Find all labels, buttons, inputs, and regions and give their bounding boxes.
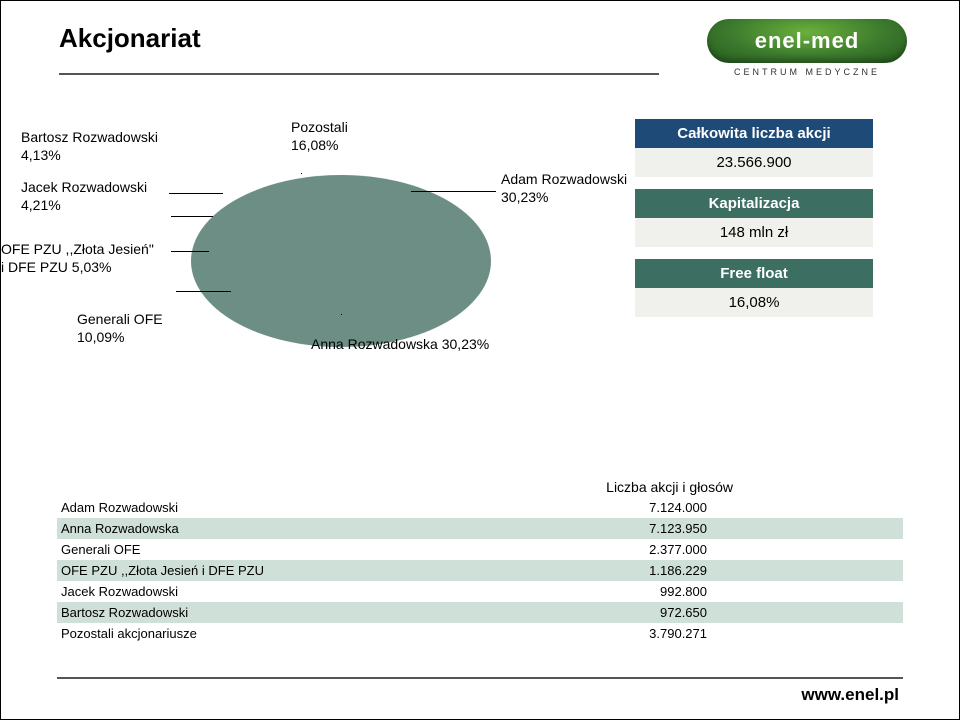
row-name: Anna Rozwadowska — [61, 521, 179, 536]
table-row: Adam Rozwadowski 7.124.000 — [57, 497, 903, 518]
info-head: Kapitalizacja — [635, 189, 873, 218]
row-value: 1.186.229 — [649, 563, 895, 578]
leader-line — [171, 251, 209, 252]
table-header: Liczba akcji i głosów — [57, 479, 903, 495]
pie-label: Jacek Rozwadowski4,21% — [21, 179, 147, 214]
info-head: Free float — [635, 259, 873, 288]
row-value: 7.124.000 — [649, 500, 895, 515]
row-value: 7.123.950 — [649, 521, 895, 536]
pie-label: Adam Rozwadowski30,23% — [501, 171, 627, 206]
table-row: Bartosz Rozwadowski 972.650 — [57, 602, 903, 623]
row-value: 972.650 — [660, 605, 895, 620]
leader-line — [411, 191, 496, 192]
table-row: Jacek Rozwadowski 992.800 — [57, 581, 903, 602]
leader-line — [301, 173, 302, 174]
row-value: 3.790.271 — [649, 626, 895, 641]
row-name: Jacek Rozwadowski — [61, 584, 178, 599]
info-column: Całkowita liczba akcji23.566.900 Kapitali… — [635, 119, 873, 329]
leader-line — [176, 291, 231, 292]
leader-line — [171, 216, 213, 217]
row-name: Adam Rozwadowski — [61, 500, 178, 515]
leader-line — [169, 193, 223, 194]
brand-pill: enel-med — [707, 19, 907, 63]
shareholder-table: Liczba akcji i głosów Adam Rozwadowski 7.… — [57, 479, 903, 644]
pie-label: Bartosz Rozwadowski4,13% — [21, 129, 158, 164]
row-name: Bartosz Rozwadowski — [61, 605, 188, 620]
pie-chart — [191, 111, 491, 411]
pie-label: OFE PZU ,,Złota Jesień"i DFE PZU 5,03% — [1, 241, 154, 276]
row-value: 992.800 — [660, 584, 895, 599]
info-value: 16,08% — [635, 288, 873, 317]
table-row: Pozostali akcjonariusze 3.790.271 — [57, 623, 903, 644]
footer-rule — [57, 677, 903, 679]
info-value: 148 mln zł — [635, 218, 873, 247]
table-row: OFE PZU ,,Złota Jesień i DFE PZU 1.186.22… — [57, 560, 903, 581]
title-rule — [59, 73, 659, 75]
table-row: Anna Rozwadowska 7.123.950 — [57, 518, 903, 539]
brand-logo: enel-med CENTRUM MEDYCZNE — [703, 19, 911, 77]
row-name: Generali OFE — [61, 542, 140, 557]
pie-label: Generali OFE10,09% — [77, 311, 163, 346]
row-name: Pozostali akcjonariusze — [61, 626, 197, 641]
table-row: Generali OFE 2.377.000 — [57, 539, 903, 560]
brand-sub: CENTRUM MEDYCZNE — [703, 67, 911, 77]
page-title: Akcjonariat — [59, 23, 201, 54]
info-head: Całkowita liczba akcji — [635, 119, 873, 148]
pie-label: Pozostali16,08% — [291, 119, 348, 154]
row-name: OFE PZU ,,Złota Jesień i DFE PZU — [61, 563, 264, 578]
footer-url: www.enel.pl — [801, 685, 899, 705]
pie-label: Anna Rozwadowska 30,23% — [311, 336, 489, 354]
info-value: 23.566.900 — [635, 148, 873, 177]
row-value: 2.377.000 — [649, 542, 895, 557]
leader-line — [341, 314, 342, 315]
